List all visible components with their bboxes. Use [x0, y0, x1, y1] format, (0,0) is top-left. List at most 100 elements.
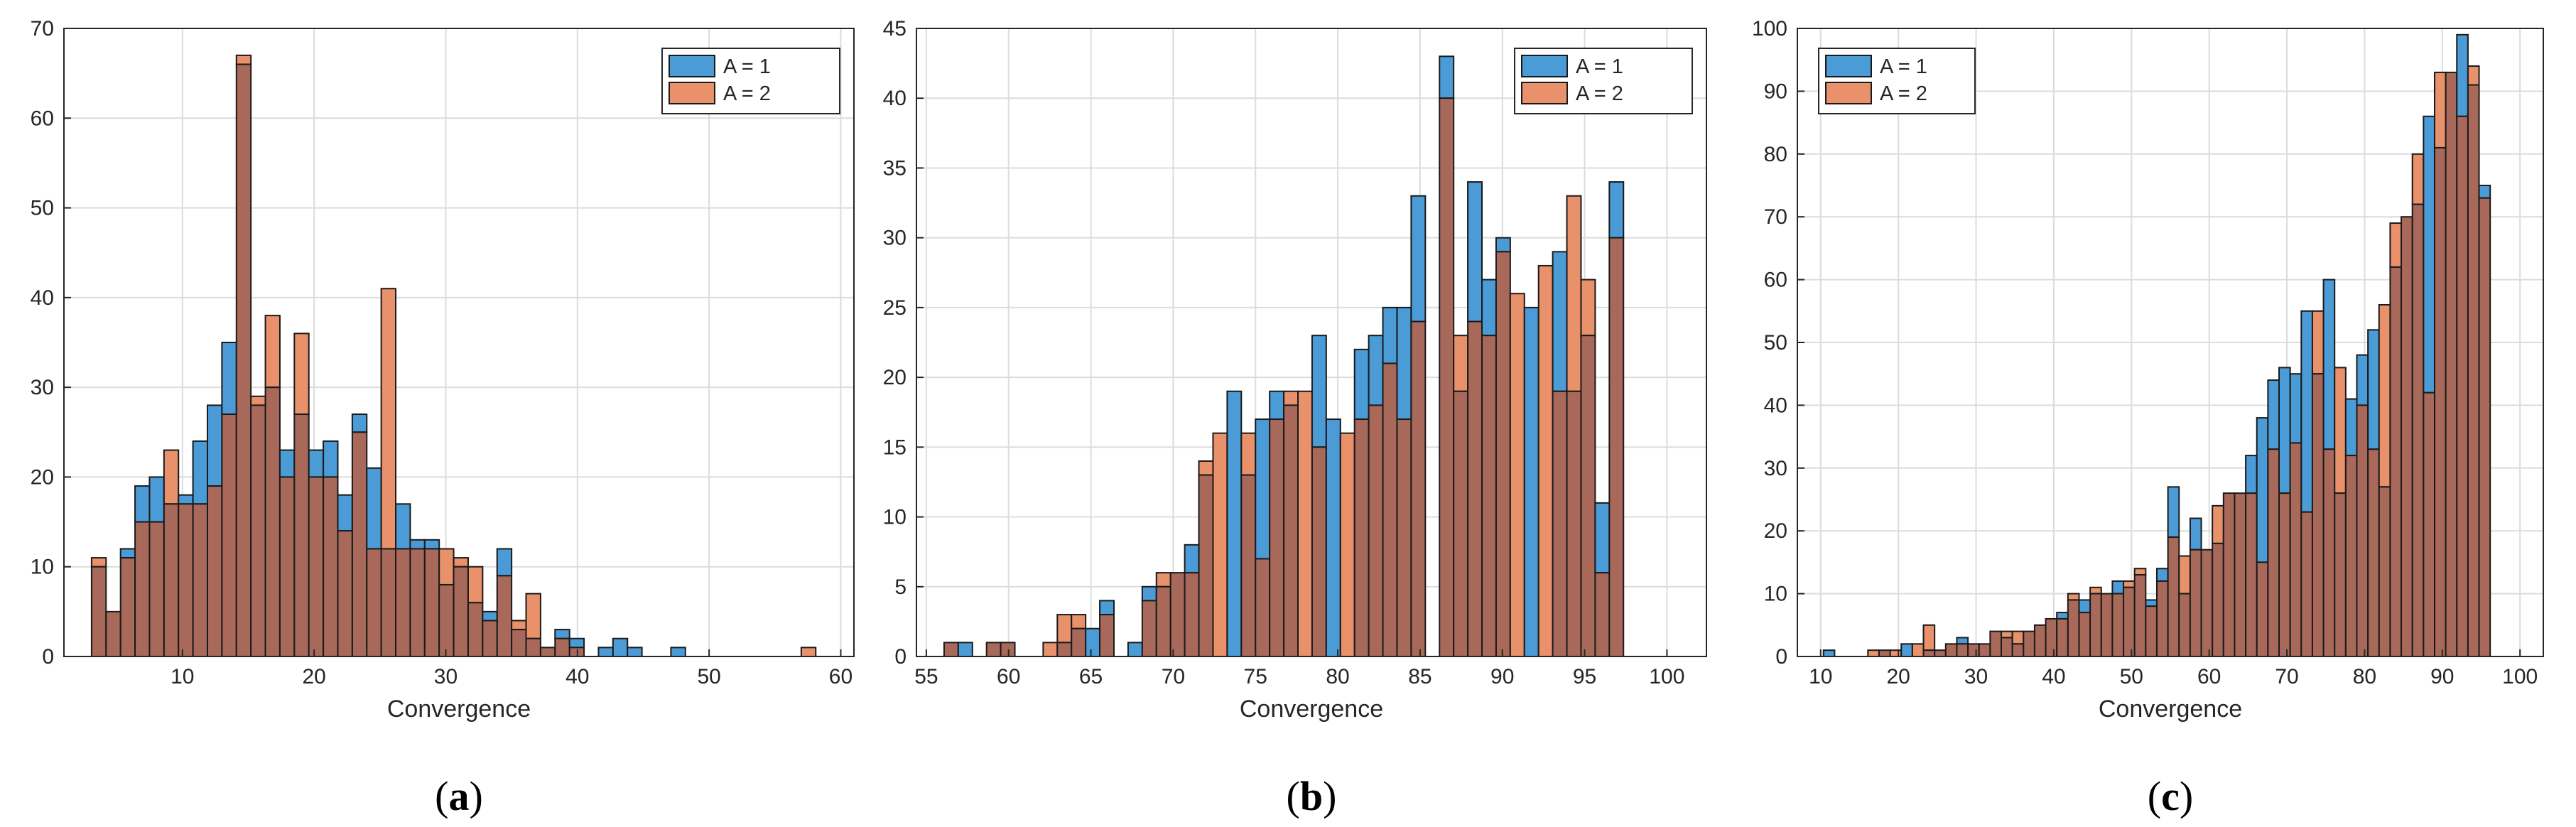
- panel-b-ytick-label: 30: [883, 227, 907, 250]
- panel-a-bar-overlap: [134, 521, 151, 657]
- panel-c-bar-a1: [2322, 279, 2336, 450]
- panel-c-bar-overlap: [2433, 146, 2447, 657]
- panel-c-bar-overlap: [2423, 391, 2435, 657]
- panel-a-bar-a1: [395, 503, 411, 550]
- panel-b-bar-a1: [1552, 251, 1568, 392]
- panel-c-ytick-label: 20: [1764, 519, 1787, 543]
- panel-c-bar-overlap: [2212, 542, 2224, 657]
- panel-a-legend: A = 1 A = 2: [661, 48, 840, 114]
- panel-c-xtick-label: 100: [2502, 665, 2538, 688]
- panel-a-ytick-label: 10: [31, 556, 54, 579]
- panel-a-bar-a1: [409, 539, 426, 550]
- panel-b-bar-overlap: [1056, 642, 1073, 657]
- panel-c-legend-label-1: A = 1: [1880, 55, 1927, 78]
- panel-a-ytick-label: 0: [42, 645, 54, 669]
- panel-a-bar-a1: [337, 494, 353, 532]
- panel-c-bar-overlap: [2111, 593, 2125, 657]
- panel-c-bar-overlap: [2067, 599, 2080, 657]
- panel-a-bar-overlap: [308, 476, 325, 658]
- panel-c-bar-a1: [2189, 517, 2202, 551]
- panel-c-xtick-label: 70: [2275, 665, 2298, 688]
- panel-c-bar-overlap: [2089, 593, 2102, 657]
- panel-a-bar-overlap: [250, 404, 266, 658]
- panel-a: 10 20 30 40 50 60 0 10 20 30 40 50 60 70 Convergence (a…: [31, 17, 855, 819]
- panel-a-bar-a1: [207, 404, 223, 487]
- panel-a-bar-a2: [800, 647, 817, 657]
- panel-a-bar-a1: [627, 647, 643, 657]
- panel-a-bar-overlap: [496, 575, 513, 657]
- panel-b-xtick-label: 85: [1408, 665, 1432, 688]
- panel-c-bar-overlap: [2411, 203, 2425, 657]
- panel-a-ytick-label: 20: [31, 465, 54, 489]
- panel-c-bar-overlap: [2445, 71, 2458, 657]
- panel-c-bar-a2: [2133, 568, 2147, 576]
- panel-c-bar-overlap: [2033, 624, 2047, 657]
- panel-a-bar-a1: [612, 637, 629, 658]
- panel-a-bar-a2: [250, 395, 266, 406]
- panel-b-bar-a2: [1297, 390, 1313, 657]
- panel-b-xtick-label: 60: [997, 665, 1020, 688]
- panel-c-bar-a1: [2155, 568, 2169, 582]
- panel-b-bar-overlap: [1240, 474, 1257, 657]
- panel-b-bar-a1: [1255, 418, 1271, 560]
- panel-a-bar-overlap: [192, 503, 209, 657]
- panel-a-bar-overlap: [163, 503, 180, 657]
- panel-c-bar-a1: [1956, 637, 1969, 645]
- panel-c-bar-a1: [2356, 354, 2369, 406]
- panel-a-bar-overlap: [525, 637, 541, 658]
- panel-b-bar-a1: [1382, 306, 1398, 364]
- panel-c-ytick-label: 30: [1764, 457, 1787, 480]
- panel-a-bar-a1: [423, 539, 440, 550]
- panel-a-bar-a2: [163, 449, 180, 505]
- panel-c-bar-a2: [2389, 222, 2403, 268]
- panel-c-bar-a1: [2245, 455, 2258, 494]
- panel-b-bar-overlap: [1198, 474, 1214, 657]
- panel-c-bar-a2: [2178, 555, 2191, 595]
- panel-c-xtick-label: 60: [2197, 665, 2221, 688]
- panel-c-bar-a2: [2334, 367, 2347, 494]
- panel-b-bar-overlap: [1453, 390, 1469, 657]
- panel-c-bar-a1: [2078, 599, 2091, 614]
- panel-a-bar-a2: [453, 557, 469, 568]
- panel-b: 55 60 65 70 75 80 85 90 95 100 0 5 10 15 20 25 30 35 40 45 C…: [883, 17, 1707, 819]
- panel-c-xtick-label: 40: [2042, 665, 2065, 688]
- panel-b-xtick-label: 55: [914, 665, 938, 688]
- panel-a-bar-a2: [525, 593, 541, 639]
- panel-c-bar-overlap: [2467, 84, 2480, 657]
- panel-b-xtick-label: 90: [1490, 665, 1514, 688]
- panel-a-xtick-label: 40: [565, 665, 589, 688]
- panel-b-bar-a2: [1566, 195, 1582, 392]
- panel-b-bar-overlap: [1495, 251, 1511, 657]
- panel-b-bar-a1: [1410, 195, 1427, 323]
- panel-b-bar-a2: [1042, 642, 1059, 657]
- panel-c-bar-a1: [1900, 643, 1913, 658]
- panel-c-bar-overlap: [1944, 643, 1958, 658]
- panel-b-bar-a1: [1594, 502, 1611, 574]
- panel-c-bar-overlap: [1934, 649, 1947, 657]
- panel-c-bar-overlap: [2045, 617, 2058, 658]
- panel-b-bar-overlap: [1255, 558, 1271, 657]
- panel-b-bar-a2: [1240, 432, 1257, 476]
- panel-c-bar-overlap: [2078, 612, 2091, 657]
- panel-b-bar-overlap: [1169, 572, 1186, 658]
- panel-a-bar-overlap: [105, 610, 121, 657]
- panel-b-bar-overlap: [1071, 627, 1087, 658]
- panel-b-xtick-label: 65: [1079, 665, 1103, 688]
- panel-a-bar-overlap: [380, 548, 397, 658]
- panel-b-bar-a1: [1353, 348, 1370, 421]
- panel-a-bar-a2: [438, 548, 455, 585]
- panel-b-bar-overlap: [1000, 642, 1016, 657]
- panel-c-bar-a1: [2289, 373, 2302, 444]
- panel-c-bar-overlap: [2011, 643, 2025, 658]
- panel-a-legend-label-1: A = 1: [723, 55, 771, 78]
- panel-b-bar-overlap: [985, 642, 1002, 657]
- panel-c-bar-overlap: [2278, 492, 2291, 657]
- panel-a-xlabel: Convergence: [387, 696, 531, 723]
- panel-c-xtick-label: 20: [1887, 665, 1910, 688]
- panel-a-xtick-label: 60: [829, 665, 853, 688]
- panel-b-bar-overlap: [1594, 572, 1611, 658]
- panel-a-bar-a1: [568, 637, 585, 649]
- panel-c-legend-label-2: A = 2: [1880, 82, 1927, 105]
- panel-b-xtick-label: 100: [1649, 665, 1684, 688]
- panel-c-ytick-label: 100: [1752, 17, 1787, 40]
